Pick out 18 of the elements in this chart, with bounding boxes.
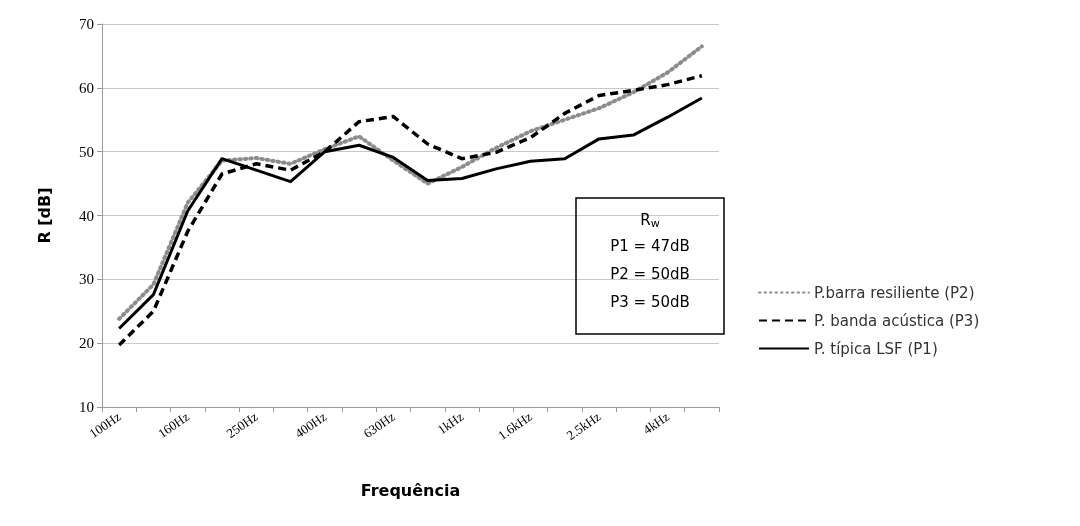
annotation: P1 = 47dB xyxy=(610,236,690,255)
x-axis-title: Frequência xyxy=(360,480,461,500)
y-tick-label: 70 xyxy=(79,16,94,32)
y-tick-label: 20 xyxy=(79,335,94,352)
y-tick-label: 10 xyxy=(79,399,94,415)
annotation: P2 = 50dB xyxy=(610,264,690,283)
y-tick-label: 40 xyxy=(79,207,94,224)
legend-label: P. banda acústica (P3) xyxy=(814,311,980,330)
x-tick-label: 1kHz xyxy=(434,408,467,438)
annotation: P3 = 50dB xyxy=(610,292,690,311)
y-tick-label: 50 xyxy=(79,143,94,160)
line-series xyxy=(117,44,704,321)
legend-label: P.barra resiliente (P2) xyxy=(814,283,975,302)
y-tick-label: 60 xyxy=(79,79,94,96)
x-tick-label: 4kHz xyxy=(640,408,673,438)
y-axis-title: R [dB] xyxy=(34,187,54,244)
legend-label: P. típica LSF (P1) xyxy=(814,339,938,358)
y-tick-label: 30 xyxy=(79,271,94,288)
